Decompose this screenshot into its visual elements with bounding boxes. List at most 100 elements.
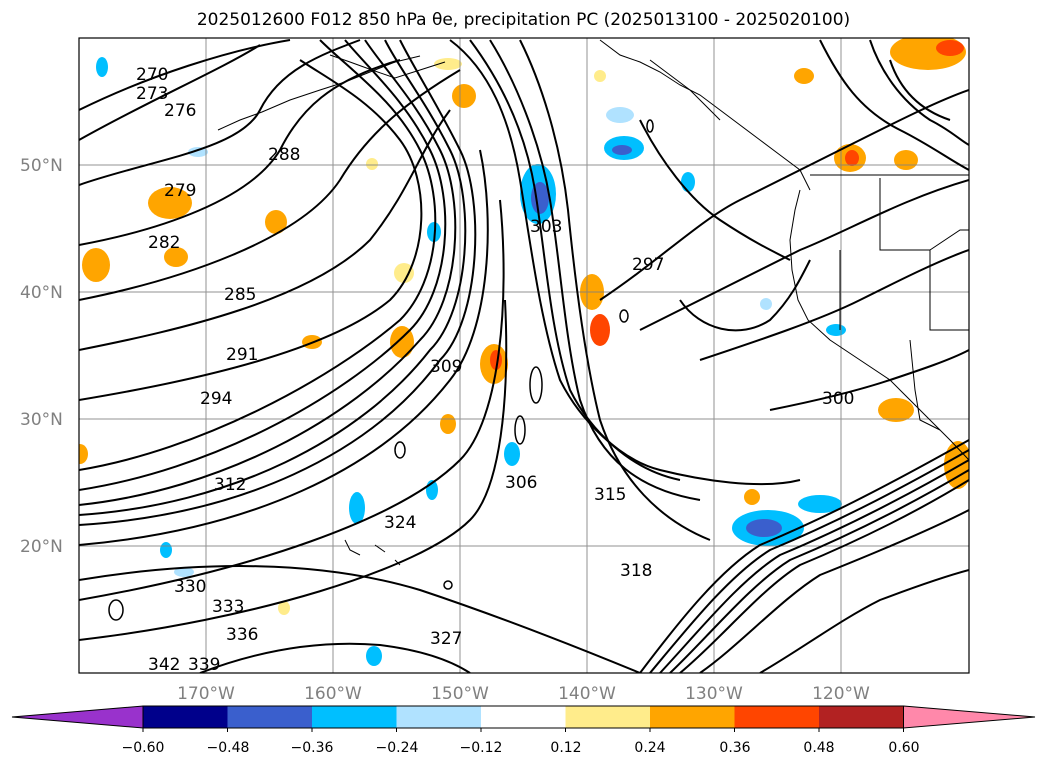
colorbar-tick-label: −0.12 <box>460 740 503 756</box>
lat-label: 40°N <box>20 283 63 303</box>
precip-patch <box>746 519 782 537</box>
precip-patch <box>278 601 290 615</box>
contour-label: 291 <box>226 345 258 365</box>
colorbar-segment <box>312 706 397 728</box>
map-layers <box>79 38 969 673</box>
small-contours <box>108 119 654 621</box>
colorbar-segment <box>143 706 228 728</box>
precip-patch <box>82 248 110 282</box>
precip-patch <box>366 646 382 666</box>
colorbar-tick-label: −0.36 <box>291 740 334 756</box>
plot-title: 2025012600 F012 850 hPa θe, precipitatio… <box>196 10 851 30</box>
precip-patch <box>894 150 918 170</box>
precip-patch <box>504 442 520 466</box>
contour-label: 306 <box>505 473 537 493</box>
contour-label: 276 <box>164 101 196 121</box>
lat-label: 20°N <box>20 537 63 557</box>
precip-patch <box>452 84 476 108</box>
colorbar-segment <box>819 706 904 728</box>
contour-label: 285 <box>224 285 256 305</box>
precip-patch <box>590 314 610 346</box>
colorbar-segment <box>227 706 312 728</box>
contour-label-group: 270 273 276 279 282 285 288 291 294 297 … <box>136 65 854 675</box>
precip-patch <box>79 444 88 464</box>
precip-patch <box>366 158 378 170</box>
precip-patch <box>390 326 414 358</box>
colorbar-extend-high <box>903 705 1036 729</box>
precip-patch <box>845 150 859 166</box>
contour-label: 297 <box>632 255 664 275</box>
colorbar-extend-low <box>11 705 144 729</box>
precip-patch <box>440 414 456 434</box>
contour-label: 342 <box>148 655 180 675</box>
precip-patch <box>794 68 814 84</box>
contour-label: 333 <box>212 597 244 617</box>
lon-label: 140°W <box>558 684 616 704</box>
colorbar-tick-label: 0.24 <box>634 740 665 756</box>
precip-patch <box>612 145 632 155</box>
precip-patch <box>594 70 606 82</box>
precip-patch <box>936 40 964 56</box>
map-area <box>79 38 969 673</box>
lon-label: 130°W <box>685 684 743 704</box>
colorbar-tick-label: 0.60 <box>888 740 919 756</box>
contour-label: 288 <box>268 145 300 165</box>
contour-label: 282 <box>148 233 180 253</box>
precip-patch <box>394 263 414 283</box>
precip-patch <box>174 567 194 577</box>
contour-label: 318 <box>620 561 652 581</box>
contour-label: 279 <box>164 181 196 201</box>
lon-label: 160°W <box>304 684 362 704</box>
colorbar-segment <box>650 706 735 728</box>
coastlines <box>217 39 969 566</box>
precip-patch <box>798 495 842 513</box>
contour-label: 312 <box>214 475 246 495</box>
precip-patch <box>164 247 188 267</box>
precip-patch <box>265 210 287 234</box>
lon-label: 150°W <box>431 684 489 704</box>
contour-label: 330 <box>174 577 206 597</box>
precip-patch <box>148 187 192 219</box>
colorbar-tick-label: 0.48 <box>803 740 834 756</box>
latitude-labels: 50°N 40°N 30°N 20°N <box>20 156 63 557</box>
contour-label: 300 <box>822 389 854 409</box>
lon-label: 120°W <box>812 684 870 704</box>
colorbar-segment <box>565 706 650 728</box>
contour-label: 309 <box>430 357 462 377</box>
colorbar-tick-label: 0.12 <box>550 740 581 756</box>
precip-patch <box>188 147 208 157</box>
contour-label: 294 <box>200 389 232 409</box>
contour-label: 327 <box>430 629 462 649</box>
precip-patch <box>744 489 760 505</box>
lat-label: 30°N <box>20 410 63 430</box>
colorbar-tick-label: −0.48 <box>207 740 250 756</box>
precip-patch <box>96 57 108 77</box>
precip-patch <box>826 324 846 336</box>
precip-patch <box>606 107 634 123</box>
precip-patch <box>760 298 772 310</box>
colorbar <box>11 705 1036 732</box>
colorbar-tick-label: −0.24 <box>376 740 419 756</box>
colorbar-frame <box>142 705 904 729</box>
contour-label: 273 <box>136 84 168 104</box>
precip-patch <box>681 172 695 192</box>
contour-label: 324 <box>384 513 416 533</box>
precip-patch <box>160 542 172 558</box>
precip-patch <box>878 398 914 422</box>
colorbar-ticks: −0.60 −0.48 −0.36 −0.24 −0.12 0.12 0.24 … <box>122 740 920 756</box>
lat-label: 50°N <box>20 156 63 176</box>
precip-patch <box>349 492 365 524</box>
colorbar-segment <box>481 706 566 728</box>
lon-label: 170°W <box>177 684 235 704</box>
colorbar-segment <box>396 706 481 728</box>
colorbar-tick-label: 0.36 <box>719 740 750 756</box>
contour-label: 270 <box>136 65 168 85</box>
colorbar-tick-label: −0.60 <box>122 740 165 756</box>
contour-label: 303 <box>530 217 562 237</box>
precip-patch <box>434 58 462 70</box>
contour-label: 315 <box>594 485 626 505</box>
contour-label: 336 <box>226 625 258 645</box>
colorbar-segment <box>734 706 819 728</box>
map-frame <box>78 37 970 674</box>
